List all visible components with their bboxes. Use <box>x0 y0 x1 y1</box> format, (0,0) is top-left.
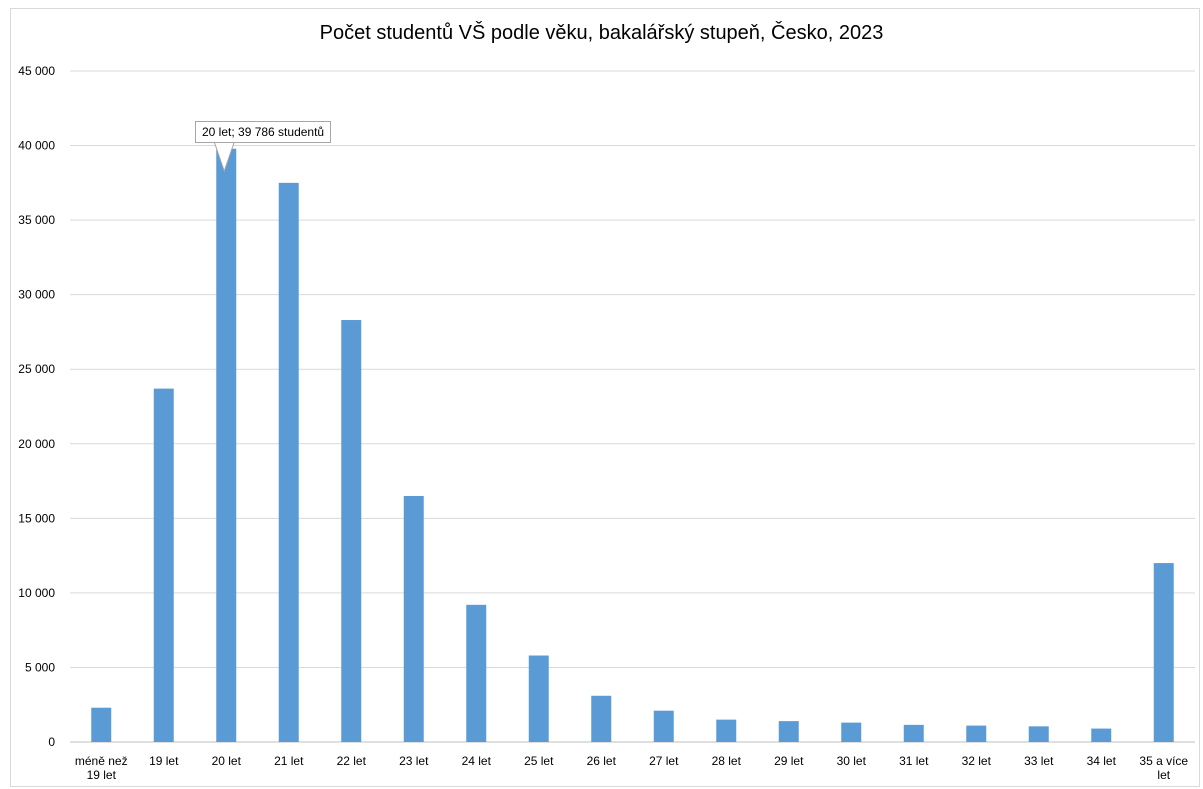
chart-title: Počet studentů VŠ podle věku, bakalářský… <box>319 22 884 44</box>
x-tick-label: let <box>1157 768 1170 782</box>
bar[interactable] <box>1091 728 1112 742</box>
bar[interactable] <box>403 495 424 742</box>
bar[interactable] <box>528 655 549 742</box>
bar[interactable] <box>841 722 862 742</box>
x-tick-label: 35 a více <box>1139 754 1188 768</box>
x-tick-label: 33 let <box>1024 754 1054 768</box>
y-tick-label: 35 000 <box>18 213 55 227</box>
y-tick-label: 45 000 <box>18 64 55 78</box>
chart-frame <box>10 8 1200 787</box>
bar[interactable] <box>778 721 799 742</box>
bar[interactable] <box>1153 563 1174 742</box>
bar[interactable] <box>903 724 924 742</box>
y-tick-label: 40 000 <box>18 139 55 153</box>
bar[interactable] <box>278 182 299 743</box>
x-tick-label: 20 let <box>212 754 242 768</box>
bar[interactable] <box>653 710 674 742</box>
data-tooltip: 20 let; 39 786 studentů <box>195 121 332 143</box>
x-tick-label: 32 let <box>962 754 992 768</box>
x-tick-label: 30 let <box>837 754 867 768</box>
x-tick-label: 24 let <box>462 754 492 768</box>
y-axis: 0 5 000 10 000 15 000 20 000 25 000 30 000 35 0… <box>18 64 55 749</box>
x-tick-label: 26 let <box>587 754 617 768</box>
y-tick-label: 20 000 <box>18 437 55 451</box>
bar[interactable] <box>91 707 112 742</box>
y-tick-label: 5 000 <box>25 660 55 674</box>
bar[interactable] <box>1028 726 1049 742</box>
bar[interactable] <box>966 725 987 742</box>
x-tick-label: 23 let <box>399 754 429 768</box>
x-tick-label: 29 let <box>774 754 804 768</box>
x-tick-label: 27 let <box>649 754 679 768</box>
bar[interactable] <box>216 148 237 743</box>
x-tick-label: 21 let <box>274 754 304 768</box>
bar[interactable] <box>466 604 487 742</box>
bar[interactable] <box>341 320 362 742</box>
x-tick-label: 34 let <box>1087 754 1117 768</box>
y-tick-label: 25 000 <box>18 362 55 376</box>
bar[interactable] <box>153 388 174 742</box>
y-tick-label: 30 000 <box>18 288 55 302</box>
x-tick-label: méně než <box>75 754 128 768</box>
x-tick-label: 22 let <box>337 754 367 768</box>
bars <box>91 148 1174 743</box>
y-tick-label: 10 000 <box>18 586 55 600</box>
y-tick-label: 15 000 <box>18 511 55 525</box>
x-tick-label: 31 let <box>899 754 929 768</box>
x-tick-label: 19 let <box>87 768 117 782</box>
bar[interactable] <box>591 695 612 742</box>
x-tick-label: 28 let <box>712 754 742 768</box>
y-tick-label: 0 <box>48 735 55 749</box>
gridlines <box>70 70 1195 743</box>
x-tick-label: 25 let <box>524 754 554 768</box>
bar[interactable] <box>716 719 737 742</box>
x-tick-label: 19 let <box>149 754 179 768</box>
